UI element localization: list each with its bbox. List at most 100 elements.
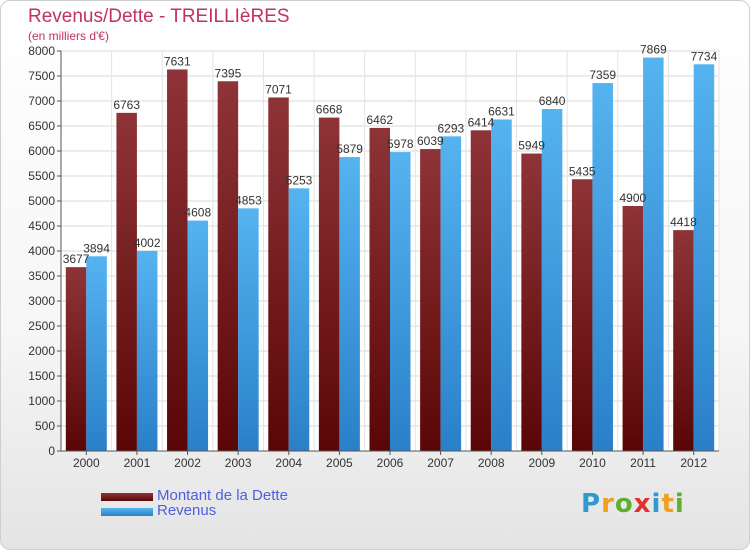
logo-letter: x xyxy=(633,489,652,519)
y-tick-label: 7000 xyxy=(28,94,55,108)
chart-subtitle: (en milliers d'€) xyxy=(28,29,109,43)
y-tick-label: 8000 xyxy=(28,44,55,58)
bar-dette-2005 xyxy=(318,117,340,451)
data-label-revenus-2010: 7359 xyxy=(589,68,616,82)
y-tick-label: 500 xyxy=(35,419,55,433)
x-tick-label: 2005 xyxy=(326,456,353,470)
data-label-dette-2010: 5435 xyxy=(569,164,596,178)
legend-label-revenus: Revenus xyxy=(157,502,217,519)
logo-letter: o xyxy=(614,489,634,519)
y-tick-label: 3000 xyxy=(28,294,55,308)
data-label-revenus-2007: 6293 xyxy=(438,121,465,135)
y-tick-label: 5000 xyxy=(28,194,55,208)
x-tick-label: 2003 xyxy=(225,456,252,470)
bar-revenus-2004 xyxy=(288,188,310,451)
x-tick-label: 2006 xyxy=(377,456,404,470)
bar-revenus-2010 xyxy=(592,83,613,452)
x-tick-label: 2011 xyxy=(630,456,656,470)
y-tick-label: 7500 xyxy=(28,69,55,83)
bar-dette-2012 xyxy=(673,230,694,451)
bar-dette-2007 xyxy=(420,149,441,452)
bar-dette-2003 xyxy=(217,81,239,451)
data-label-revenus-2001: 4002 xyxy=(134,236,161,250)
data-label-revenus-2008: 6631 xyxy=(488,104,515,118)
y-tick-label: 4000 xyxy=(28,244,55,258)
bar-dette-2001 xyxy=(116,112,137,451)
x-tick-label: 2012 xyxy=(680,456,707,470)
bars xyxy=(65,57,715,452)
x-tick-label: 2002 xyxy=(174,456,201,470)
bar-revenus-2008 xyxy=(491,119,512,451)
data-label-dette-2005: 6668 xyxy=(316,103,343,117)
bar-revenus-2012 xyxy=(693,64,715,452)
y-tick-label: 6000 xyxy=(28,144,55,158)
logo-letter: i xyxy=(674,489,685,519)
bar-revenus-2003 xyxy=(238,208,259,451)
bar-dette-2008 xyxy=(470,130,492,452)
data-label-revenus-2006: 5978 xyxy=(387,137,414,151)
data-label-dette-2003: 7395 xyxy=(215,66,242,80)
x-tick-label: 2010 xyxy=(579,456,606,470)
data-label-dette-2004: 7071 xyxy=(265,82,292,96)
y-tick-label: 2500 xyxy=(28,319,55,333)
y-tick-label: 0 xyxy=(48,444,55,458)
data-label-dette-2007: 6039 xyxy=(417,134,444,148)
chart-title: Revenus/Dette - TREILLIèRES xyxy=(28,6,290,27)
proxiti-logo: Proxiti xyxy=(581,489,685,519)
bar-dette-2011 xyxy=(622,206,644,451)
data-label-dette-2001: 6763 xyxy=(113,98,140,112)
x-tick-label: 2007 xyxy=(427,456,454,470)
data-label-dette-2006: 6462 xyxy=(366,113,393,127)
x-tick-label: 2001 xyxy=(124,456,151,470)
legend-swatch-revenus xyxy=(101,508,153,516)
axes: 0 500 1000 1500 2000 2500 3000 3500 4000 4500 5000… xyxy=(28,44,719,470)
data-label-revenus-2002: 4608 xyxy=(184,206,211,220)
y-tick-label: 1000 xyxy=(28,394,55,408)
data-label-dette-2000: 3677 xyxy=(63,252,90,266)
bar-revenus-2006 xyxy=(390,152,411,451)
x-tick-label: 2000 xyxy=(73,456,100,470)
logo-letter: i xyxy=(651,489,662,519)
data-label-dette-2008: 6414 xyxy=(468,115,495,129)
bar-dette-2004 xyxy=(268,97,289,451)
bar-dette-2002 xyxy=(167,69,188,451)
bar-dette-2010 xyxy=(571,179,593,451)
data-label-dette-2011: 4900 xyxy=(619,191,646,205)
data-label-dette-2002: 7631 xyxy=(164,54,191,68)
legend-swatch-dette xyxy=(101,493,153,501)
bar-revenus-2001 xyxy=(136,250,158,451)
x-tick-label: 2004 xyxy=(275,456,302,470)
data-label-revenus-2012: 7734 xyxy=(691,49,718,63)
y-tick-label: 2000 xyxy=(28,344,55,358)
x-tick-label: 2008 xyxy=(478,456,505,470)
logo-letter: r xyxy=(601,489,615,519)
legend-label-dette: Montant de la Dette xyxy=(157,487,288,504)
y-tick-label: 3500 xyxy=(28,269,55,283)
data-label-dette-2009: 5949 xyxy=(518,139,545,153)
bar-revenus-2007 xyxy=(440,136,462,451)
bar-dette-2009 xyxy=(521,153,542,452)
bar-revenus-2011 xyxy=(643,57,664,452)
bar-revenus-2002 xyxy=(187,220,209,451)
bar-dette-2000 xyxy=(65,267,87,451)
y-tick-label: 5500 xyxy=(28,169,55,183)
y-tick-label: 1500 xyxy=(28,369,55,383)
bar-revenus-2005 xyxy=(339,157,360,452)
bar-revenus-2009 xyxy=(541,109,563,451)
data-label-dette-2012: 4418 xyxy=(670,215,697,229)
bar-dette-2006 xyxy=(369,127,390,452)
data-label-revenus-2005: 5879 xyxy=(336,142,363,156)
data-label-revenus-2009: 6840 xyxy=(539,94,566,108)
logo-letter: t xyxy=(661,489,675,519)
x-tick-label: 2009 xyxy=(528,456,555,470)
logo-letter: P xyxy=(581,489,602,519)
y-tick-label: 4500 xyxy=(28,219,55,233)
data-label-revenus-2011: 7869 xyxy=(640,43,667,57)
data-label-revenus-2000: 3894 xyxy=(83,241,110,255)
bar-revenus-2000 xyxy=(86,256,107,451)
y-tick-label: 6500 xyxy=(28,119,55,133)
data-label-revenus-2003: 4853 xyxy=(235,193,262,207)
